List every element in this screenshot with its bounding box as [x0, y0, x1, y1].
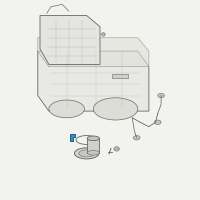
Ellipse shape: [133, 136, 140, 140]
Ellipse shape: [87, 150, 99, 155]
Polygon shape: [38, 38, 149, 67]
Bar: [87, 138, 99, 153]
Ellipse shape: [102, 33, 105, 36]
Ellipse shape: [87, 136, 99, 141]
Polygon shape: [38, 51, 149, 111]
Polygon shape: [70, 134, 75, 141]
Ellipse shape: [154, 120, 161, 124]
Polygon shape: [40, 16, 100, 64]
Bar: [112, 74, 128, 78]
Ellipse shape: [74, 148, 99, 159]
Ellipse shape: [49, 100, 84, 118]
Ellipse shape: [158, 93, 164, 98]
Ellipse shape: [79, 150, 94, 157]
Ellipse shape: [114, 147, 119, 151]
Ellipse shape: [93, 98, 138, 120]
